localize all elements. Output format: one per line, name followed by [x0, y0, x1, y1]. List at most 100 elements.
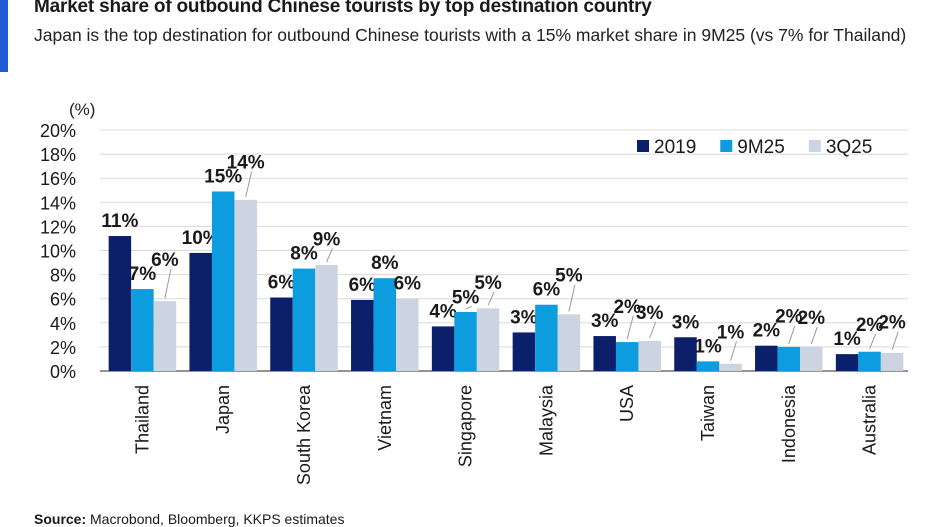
chart-subtitle: Japan is the top destination for outboun…	[34, 25, 907, 45]
bar-3Q25	[315, 264, 338, 371]
bar-2019	[270, 297, 293, 371]
bar-9M25	[615, 342, 639, 371]
data-label-leader	[164, 268, 172, 299]
data-label: 6%	[349, 275, 377, 296]
bar-2019	[835, 354, 859, 371]
data-label-leader	[487, 291, 495, 306]
data-label: 1%	[694, 336, 722, 357]
data-label: 3%	[672, 312, 700, 333]
bar-3Q25	[396, 298, 419, 371]
chart-title: Market share of outbound Chinese tourist…	[34, 0, 652, 17]
y-tick-label: 16%	[40, 169, 76, 189]
data-label: 2%	[856, 315, 884, 336]
bar-3Q25	[234, 199, 257, 371]
source-label: Source:	[34, 511, 87, 527]
data-label: 2%	[798, 308, 826, 329]
data-label: 2%	[613, 297, 641, 318]
data-label: 6%	[394, 274, 422, 295]
data-label-leader	[245, 171, 253, 198]
data-label-leader	[788, 325, 796, 345]
data-label-leader	[649, 321, 657, 339]
data-label: 14%	[227, 152, 265, 173]
x-tick-label: Taiwan	[698, 385, 718, 441]
legend-label-3Q25: 3Q25	[826, 137, 872, 158]
bar-2019	[674, 337, 697, 371]
bar-3Q25	[719, 363, 742, 371]
legend-label-2019: 2019	[654, 137, 696, 158]
title-accent-bar	[0, 0, 8, 72]
y-tick-label: 20%	[40, 121, 76, 141]
data-label-leader	[568, 284, 576, 312]
data-label: 7%	[129, 264, 157, 285]
y-tick-label: 6%	[50, 290, 76, 310]
bar-2019	[512, 332, 536, 371]
y-tick-label: 18%	[40, 145, 76, 165]
x-tick-label: USA	[617, 385, 637, 422]
legend-swatch-9M25	[720, 140, 733, 152]
bar-2019	[189, 252, 212, 371]
data-label: 8%	[290, 244, 318, 265]
data-label: 1%	[833, 329, 861, 350]
bar-9M25	[454, 311, 477, 371]
y-tick-label: 8%	[50, 266, 76, 286]
x-tick-label: Singapore	[456, 385, 476, 467]
bar-9M25	[777, 346, 801, 371]
bar-2019	[755, 345, 778, 371]
bar-9M25	[292, 268, 316, 371]
bar-3Q25	[476, 308, 500, 371]
data-label: 2%	[753, 321, 781, 342]
data-label: 10%	[182, 228, 220, 249]
y-tick-label: 12%	[40, 217, 76, 237]
data-label: 5%	[452, 287, 480, 308]
bar-9M25	[858, 351, 881, 371]
x-tick-label: Australia	[860, 384, 880, 455]
data-label: 5%	[555, 266, 583, 287]
data-label: 15%	[204, 166, 242, 187]
data-label: 3%	[636, 303, 664, 324]
y-tick-label: 10%	[40, 242, 76, 262]
data-label: 4%	[429, 301, 457, 322]
data-label: 8%	[371, 253, 399, 274]
bar-3Q25	[638, 340, 661, 371]
bar-2019	[351, 299, 374, 371]
bar-9M25	[373, 278, 397, 371]
bar-2019	[108, 236, 132, 371]
y-tick-label: 0%	[50, 362, 76, 382]
y-tick-label: 2%	[50, 338, 76, 358]
data-label-leader	[326, 248, 333, 263]
bar-3Q25	[800, 346, 823, 371]
x-tick-label: South Korea	[294, 384, 314, 485]
data-label: 6%	[151, 250, 179, 271]
data-label-leader	[891, 331, 899, 351]
source-note: Source: Macrobond, Bloomberg, KKPS estim…	[34, 511, 344, 527]
bar-3Q25	[880, 352, 904, 371]
bar-2019	[431, 326, 455, 371]
x-tick-label: Japan	[213, 385, 233, 434]
y-axis-unit-label: (%)	[69, 100, 96, 119]
legend-swatch-3Q25	[808, 140, 821, 152]
bar-9M25	[211, 191, 235, 371]
data-label: 2%	[775, 307, 803, 328]
source-text: Macrobond, Bloomberg, KKPS estimates	[90, 511, 345, 527]
y-tick-label: 4%	[50, 314, 76, 334]
x-tick-label: Indonesia	[779, 384, 799, 463]
x-tick-label: Vietnam	[375, 385, 395, 451]
x-tick-label: Malaysia	[536, 384, 556, 456]
legend-label-9M25: 9M25	[737, 137, 785, 158]
data-label-leader	[465, 305, 472, 310]
x-tick-label: Thailand	[132, 385, 152, 454]
data-label-leader	[810, 326, 818, 345]
data-label: 6%	[268, 272, 296, 293]
data-label: 5%	[474, 273, 502, 294]
y-tick-label: 14%	[40, 193, 76, 213]
bar-3Q25	[153, 301, 177, 371]
bar-9M25	[696, 361, 720, 371]
data-label: 3%	[510, 307, 538, 328]
bar-2019	[593, 336, 616, 371]
data-label: 1%	[717, 322, 745, 343]
bar-9M25	[131, 289, 154, 371]
data-label: 11%	[101, 211, 138, 232]
bar-3Q25	[557, 314, 581, 371]
data-label-leader	[730, 341, 737, 361]
